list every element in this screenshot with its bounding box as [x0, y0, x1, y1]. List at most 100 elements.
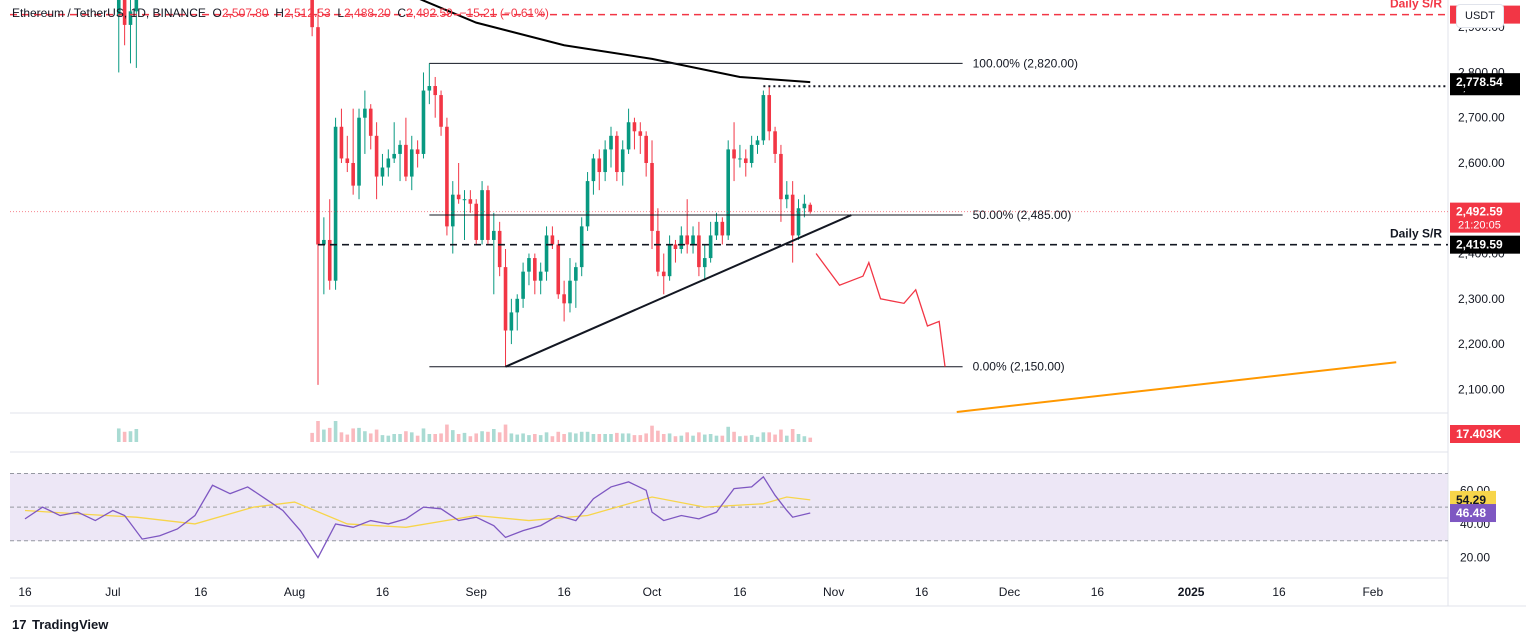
candle[interactable] [638, 131, 643, 136]
candle[interactable] [720, 221, 725, 236]
candle[interactable] [468, 199, 473, 204]
candle[interactable] [445, 126, 449, 227]
candle[interactable] [714, 221, 719, 236]
candle[interactable] [310, 0, 314, 28]
candle[interactable] [521, 271, 525, 299]
candle[interactable] [808, 204, 813, 212]
candle[interactable] [421, 90, 426, 154]
candle[interactable] [316, 27, 320, 245]
candle[interactable] [544, 235, 549, 272]
candle[interactable] [603, 149, 607, 173]
candle[interactable] [732, 149, 736, 159]
rsi-ma-line[interactable] [24, 496, 811, 528]
candle[interactable] [427, 86, 432, 91]
candle[interactable] [615, 135, 619, 173]
candle[interactable] [380, 167, 385, 177]
candle[interactable] [134, 0, 139, 12]
candle[interactable] [368, 108, 373, 136]
candle[interactable] [450, 194, 455, 227]
candle[interactable] [755, 140, 760, 145]
candle[interactable] [685, 235, 689, 245]
candle[interactable] [333, 126, 338, 281]
rsi-line[interactable] [24, 475, 811, 559]
candle[interactable] [679, 235, 684, 250]
candle[interactable] [509, 312, 514, 331]
candle[interactable] [357, 117, 361, 186]
candle[interactable] [568, 280, 572, 304]
candle[interactable] [761, 95, 766, 141]
candle[interactable] [497, 230, 502, 268]
tradingview-logo[interactable]: 17 TradingView [12, 617, 108, 632]
candle[interactable] [556, 244, 561, 295]
candle[interactable] [550, 235, 555, 245]
candle[interactable] [374, 135, 379, 177]
candle[interactable] [697, 235, 701, 268]
candle[interactable] [626, 122, 631, 150]
candle[interactable] [702, 258, 707, 268]
projection-path[interactable] [815, 253, 946, 367]
candle[interactable] [515, 298, 520, 313]
candle[interactable] [392, 153, 396, 159]
candle[interactable] [527, 258, 531, 272]
candle[interactable] [462, 199, 467, 201]
candle[interactable] [345, 158, 350, 163]
candle[interactable] [122, 0, 127, 25]
candle[interactable] [386, 158, 391, 168]
candle[interactable] [579, 226, 584, 268]
candle[interactable] [327, 239, 332, 281]
symbol-name[interactable]: Ethereum / TetherUS [12, 6, 124, 20]
candle[interactable] [538, 271, 543, 281]
candle[interactable] [779, 153, 783, 200]
candle[interactable] [503, 267, 508, 331]
candle[interactable] [591, 158, 596, 182]
candle[interactable] [609, 135, 613, 150]
candle[interactable] [632, 122, 637, 132]
candle[interactable] [562, 294, 566, 304]
candle[interactable] [773, 131, 777, 154]
candle[interactable] [597, 158, 602, 173]
candle[interactable] [128, 11, 133, 25]
candle[interactable] [474, 203, 479, 240]
candle[interactable] [339, 126, 344, 159]
candle[interactable] [661, 271, 666, 277]
candle[interactable] [409, 149, 414, 177]
candle[interactable] [749, 144, 754, 163]
candle[interactable] [656, 230, 660, 272]
candle[interactable] [802, 203, 807, 209]
candle[interactable] [363, 108, 367, 118]
candle[interactable] [533, 258, 537, 281]
candle[interactable] [404, 144, 408, 177]
candle[interactable] [691, 235, 695, 245]
candle[interactable] [667, 244, 672, 277]
candle[interactable] [456, 194, 461, 200]
currency-button[interactable]: USDT [1456, 4, 1504, 28]
candle[interactable] [743, 158, 748, 163]
candle[interactable] [433, 86, 437, 96]
moving-average-line[interactable] [25, 0, 811, 84]
volume-bar [503, 424, 508, 442]
low-value: 2,488.20 [344, 6, 391, 20]
candle[interactable] [673, 244, 678, 250]
candle[interactable] [398, 144, 402, 154]
candle[interactable] [650, 162, 654, 231]
candle[interactable] [738, 158, 742, 160]
candle[interactable] [585, 181, 590, 227]
candle[interactable] [644, 135, 648, 163]
candle[interactable] [785, 194, 789, 200]
candle[interactable] [351, 162, 355, 186]
candle[interactable] [796, 208, 801, 236]
candle[interactable] [767, 95, 772, 132]
candle[interactable] [574, 267, 578, 281]
candle[interactable] [116, 0, 121, 16]
candle[interactable] [322, 239, 326, 245]
candle[interactable] [492, 230, 496, 240]
candle[interactable] [726, 149, 730, 236]
candle[interactable] [415, 149, 420, 154]
candle[interactable] [620, 149, 625, 173]
candle[interactable] [708, 235, 713, 259]
interval[interactable]: 1D [130, 6, 146, 20]
long-trendline[interactable] [956, 361, 1397, 413]
ascending-trendline[interactable] [505, 214, 852, 368]
candle[interactable] [439, 95, 443, 127]
